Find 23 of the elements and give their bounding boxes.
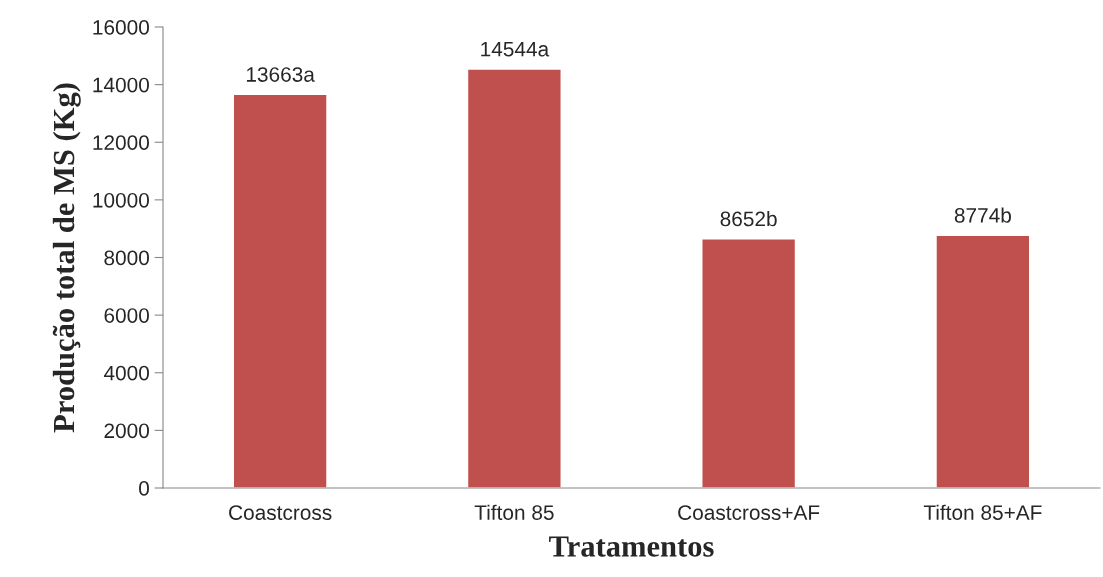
bar [701, 238, 797, 488]
data-label: 14544a [481, 41, 550, 57]
data-label: 8652b [720, 210, 777, 227]
y-tick-label: 4000 [103, 365, 149, 381]
y-tick-label: 14000 [93, 77, 149, 93]
y-tick-label: 8000 [104, 250, 149, 266]
data-label: 13663a [246, 67, 315, 82]
y-tick-label: 12000 [93, 135, 149, 150]
x-tick-label: Coastcross [229, 505, 332, 520]
x-axis-title: Tratamentos [549, 536, 714, 557]
x-tick-label: Coastcross+AF [678, 505, 820, 520]
y-tick-label: 6000 [104, 308, 149, 323]
y-axis-title: Produção total de MS (Kg) [52, 83, 81, 433]
bar [466, 68, 562, 488]
y-tick-label: 2000 [104, 423, 149, 439]
y-tick-label: 16000 [93, 20, 149, 35]
bar [232, 93, 328, 488]
data-label: 8774b [954, 207, 1011, 223]
x-tick-label: Tifton 85 [474, 504, 554, 520]
y-tick-label: 0 [139, 481, 149, 496]
y-tick-label: 10000 [93, 192, 149, 208]
bar [935, 234, 1031, 488]
x-tick-label: Tifton 85+AF [923, 504, 1042, 520]
